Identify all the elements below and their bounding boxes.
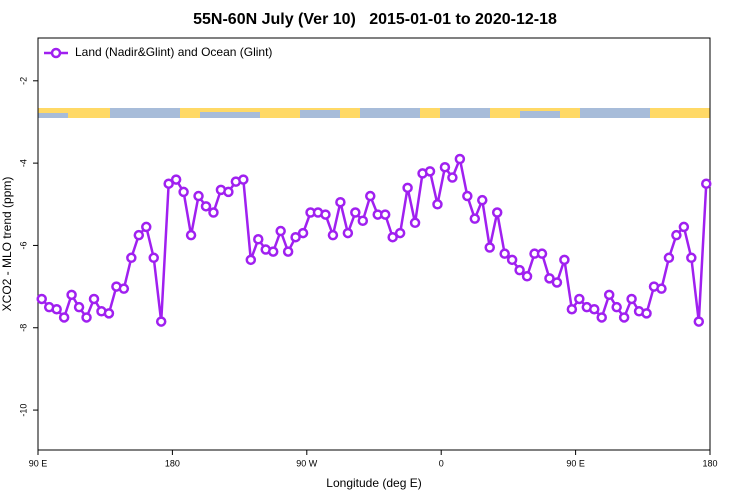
x-tick-label: 90 E [29, 458, 48, 468]
point [267, 246, 279, 257]
point [566, 303, 578, 315]
point [208, 207, 219, 218]
point [290, 231, 301, 243]
point [238, 174, 249, 185]
y-tick-label: -4 [18, 159, 28, 167]
point [454, 153, 466, 165]
point [409, 217, 421, 229]
point [626, 293, 637, 305]
point [103, 308, 115, 319]
point [245, 254, 257, 266]
point [596, 312, 607, 323]
point [118, 283, 130, 294]
point [678, 221, 690, 233]
plot-frame [37, 37, 711, 451]
point [477, 194, 488, 206]
point [253, 234, 264, 245]
point [462, 190, 473, 202]
y-tick-label: -2 [18, 77, 28, 85]
point [402, 182, 413, 194]
point [350, 207, 361, 218]
y-tick-label: -8 [18, 324, 28, 332]
x-tick-label: 180 [702, 458, 717, 468]
point [559, 254, 570, 266]
point [379, 209, 391, 220]
point [506, 254, 518, 266]
y-tick-label: -6 [18, 241, 28, 249]
point [574, 293, 585, 305]
point [58, 312, 70, 323]
point [611, 301, 622, 313]
point [484, 242, 495, 253]
x-tick-label: 180 [165, 458, 180, 468]
legend-marker [50, 47, 62, 59]
point [133, 229, 145, 241]
point [126, 252, 137, 264]
point [603, 289, 615, 301]
point [275, 225, 286, 237]
y-tick-label: -10 [18, 404, 28, 417]
point [335, 196, 346, 208]
land-ocean-strip [38, 108, 710, 118]
point [618, 312, 630, 323]
point [551, 277, 563, 288]
point [155, 316, 167, 327]
point [521, 271, 533, 282]
y-axis-label: XCO2 - MLO trend (ppm) [0, 177, 14, 312]
point [51, 303, 62, 315]
point [447, 172, 458, 183]
point [693, 316, 705, 327]
point [544, 273, 555, 284]
point [365, 190, 376, 202]
point [514, 264, 525, 276]
x-tick-label: 90 E [566, 458, 585, 468]
point [320, 209, 331, 220]
point [491, 207, 503, 218]
x-tick-label: 90 W [296, 458, 318, 468]
point [536, 248, 548, 259]
point [357, 215, 369, 226]
point [141, 221, 152, 233]
point [81, 312, 92, 323]
point [297, 227, 309, 239]
chart-title: 55N-60N July (Ver 10) 2015-01-01 to 2020… [193, 11, 557, 28]
x-axis-label: Longitude (deg E) [326, 476, 421, 490]
point [66, 289, 77, 301]
legend-label: Land (Nadir&Glint) and Ocean (Glint) [75, 45, 272, 59]
point [394, 227, 406, 239]
point [282, 246, 294, 257]
point [469, 213, 481, 224]
point [641, 308, 652, 319]
point [327, 229, 339, 241]
point [432, 199, 443, 210]
point [178, 186, 189, 198]
point [163, 178, 174, 189]
point [671, 229, 682, 241]
point [148, 252, 159, 264]
point [589, 303, 600, 315]
point [387, 231, 398, 243]
x-tick-label: 0 [439, 458, 444, 468]
point [424, 166, 436, 177]
point [223, 186, 234, 198]
point [170, 174, 182, 185]
point [656, 283, 667, 294]
point [193, 190, 204, 202]
point [36, 293, 47, 305]
point [439, 161, 451, 173]
point [342, 227, 354, 239]
point [88, 293, 100, 305]
point [185, 229, 197, 241]
point [686, 252, 697, 264]
point [701, 178, 712, 189]
point [499, 248, 510, 259]
point [663, 252, 675, 264]
point [200, 201, 212, 212]
point [73, 301, 85, 313]
